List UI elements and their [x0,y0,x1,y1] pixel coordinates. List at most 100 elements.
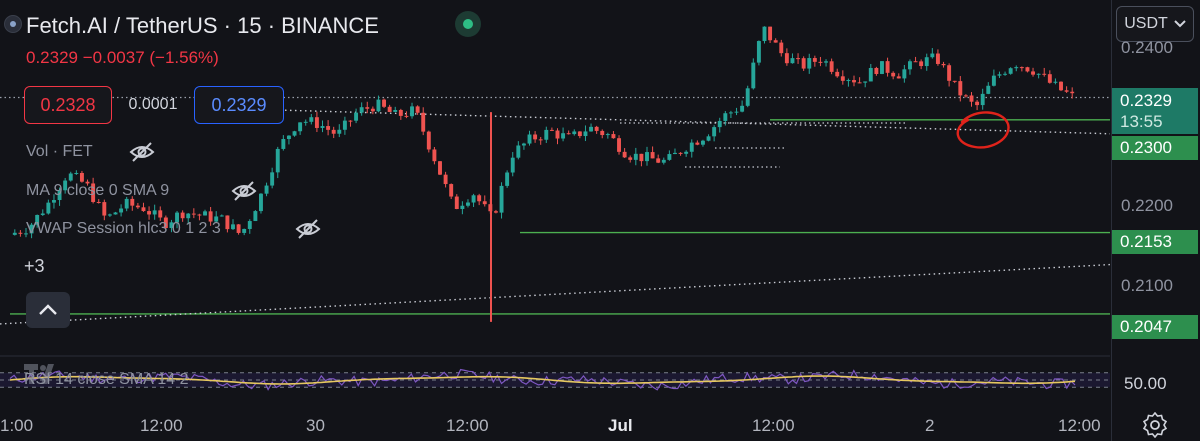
candle-body [147,211,152,215]
candle-body [292,131,297,136]
candle-body [191,213,196,215]
candle-body [270,172,275,186]
candle-body [617,138,621,152]
candle-body [583,131,588,137]
candle-body [516,145,521,158]
buy-button[interactable]: 0.2329 [194,86,284,124]
tradingview-logo-icon [24,364,54,384]
candle-body [572,131,577,135]
eye-hidden-icon[interactable] [294,218,322,240]
candle-body [589,126,594,132]
price-chart[interactable] [0,0,1110,441]
candle-body [835,71,840,77]
candle-body [91,183,96,202]
candle-body [253,211,258,222]
sell-button[interactable]: 0.2328 [24,86,112,124]
indicator-volume[interactable]: Vol · FET [26,143,93,160]
candle-body [824,61,828,63]
candle-body [242,228,247,233]
collapse-legend-button[interactable] [26,292,70,328]
current-price-tag: 0.2329 13:55 [1112,88,1198,134]
candle-body [354,112,359,121]
time-axis-label: 12:00 [140,416,183,435]
support-levels [10,119,1110,315]
currency-select[interactable]: USDT [1116,6,1194,42]
candle-body [561,133,566,139]
candle-body [930,53,935,58]
candle-body [1064,90,1069,92]
candle-body [1019,67,1024,69]
candle-body [997,74,1002,76]
candle-body [796,58,801,60]
candle-body [605,134,610,136]
candle-body [203,211,207,216]
currency-label: USDT [1124,15,1168,32]
current-price: 0.2329 [1120,91,1172,110]
candle-body [421,112,426,132]
candle-body [538,139,543,141]
time-axis-label: 12:00 [752,416,795,435]
more-indicators-toggle[interactable]: +3 [24,256,45,276]
candle-body [577,131,582,137]
candle-body [331,129,336,134]
time-axis-label: 1:00 [0,416,34,435]
candle-body [46,202,51,214]
candle-body [298,122,303,132]
candle-body [801,58,806,69]
candle-body [348,120,353,122]
candle-body [678,152,683,154]
candle-body [924,57,929,67]
candle-body [891,72,896,77]
time-axis-label: 12:00 [446,416,489,435]
indicator-ma[interactable]: MA 9 close 0 SMA 9 [26,182,170,199]
candle-body [868,67,873,82]
candle-body [689,142,694,152]
candle-body [645,152,649,162]
candle-body [102,202,107,216]
candle-body [219,215,224,217]
candle-body [382,99,387,107]
spread-value: 0.0001 [128,96,178,113]
settings-gear-icon[interactable] [1142,412,1168,438]
candle-body [947,65,952,81]
price-axis-label: 0.2400 [1121,38,1173,57]
candle-body [505,172,510,186]
candle-body [169,222,174,229]
candle-body [477,195,482,202]
candle-body [438,161,442,175]
candle-body [275,148,280,173]
candle-body [728,112,733,114]
time-axis-label: Jul [608,416,633,435]
symbol-title[interactable]: Fetch.AI / TetherUS · 15 · BINANCE [26,13,379,38]
eye-hidden-icon[interactable] [230,180,258,202]
candle-body [398,109,403,116]
candle-body [695,142,700,145]
candles [12,26,1075,322]
candle-body [320,126,325,128]
candle-body [969,95,974,102]
candle-body [326,126,331,130]
candle-body [919,61,924,67]
candle-body [12,232,17,235]
candle-body [342,120,347,130]
rsi-legend[interactable]: RSI 14 close SMA 14 2 [24,371,189,388]
hand-drawn-annotation [956,111,1010,149]
candle-body [874,67,879,74]
candle-body [807,58,812,69]
time-axis-label: 2 [925,416,935,435]
candle-body [600,130,605,136]
candle-body [521,143,526,146]
candle-body [141,207,146,212]
indicator-vwap[interactable]: VWAP Session hlc3 0 1 2 3 [26,220,221,237]
candle-body [180,212,185,219]
candle-body [499,185,504,213]
candle-body [1059,81,1063,91]
candle-body [449,184,454,197]
candle-body [493,211,498,213]
symbol-logo-icon [4,15,22,33]
eye-hidden-icon[interactable] [128,141,156,163]
candle-body [717,120,722,128]
candle-body [661,159,666,163]
candle-body [135,205,140,208]
candle-body [958,81,963,96]
